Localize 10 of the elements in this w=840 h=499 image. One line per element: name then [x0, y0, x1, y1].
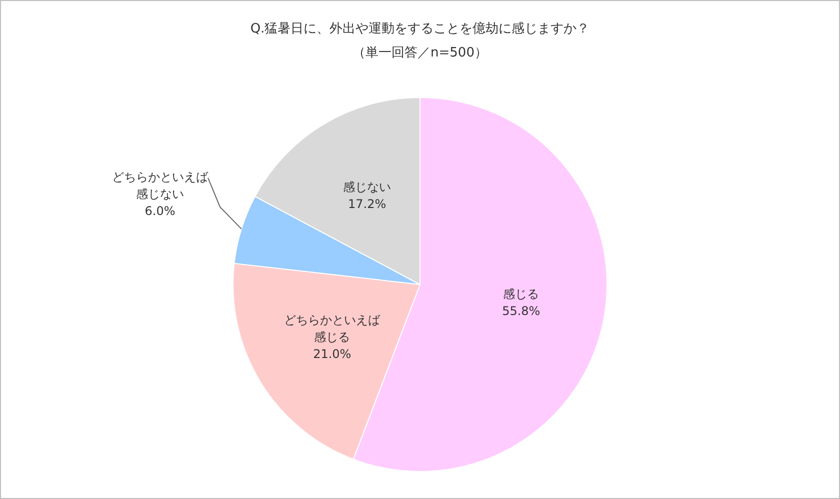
- data-label: 55.8%: [502, 304, 540, 318]
- data-label: 6.0%: [144, 204, 176, 218]
- chart-subtitle: （単一回答／n=500）: [352, 45, 488, 60]
- slice-label: 感じる: [503, 286, 540, 301]
- data-label: 21.0%: [313, 347, 352, 362]
- slice-label: どちらかといえば感じない: [112, 170, 210, 202]
- slice-label: 感じない: [343, 180, 392, 194]
- slice-label: どちらかといえば感じる: [284, 313, 382, 344]
- chart-title: Q.猛暑日に、外出や運動をすることを億劫に感じますか？: [250, 21, 590, 36]
- data-label: 17.2%: [348, 196, 386, 211]
